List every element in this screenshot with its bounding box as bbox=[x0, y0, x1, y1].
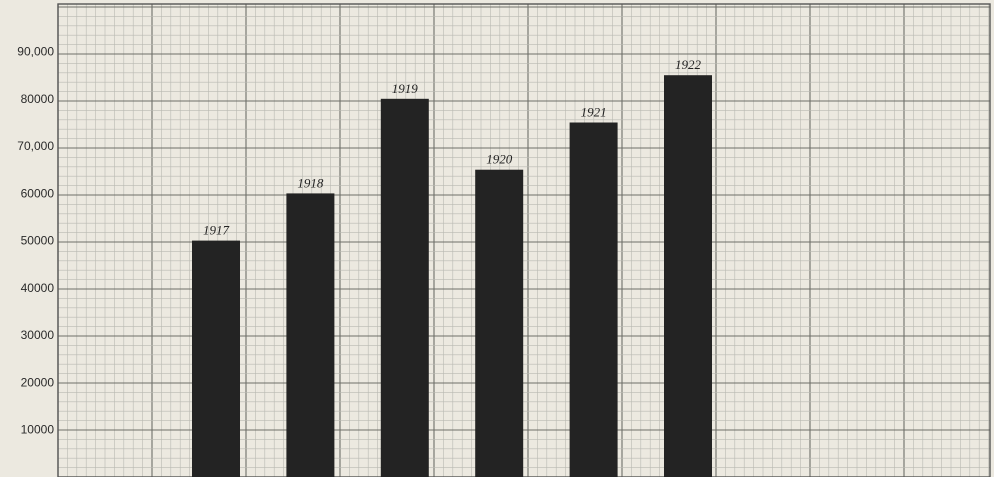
y-tick-label: 50000 bbox=[21, 234, 55, 248]
bar-1918 bbox=[286, 193, 335, 477]
y-tick-label: 10000 bbox=[21, 423, 55, 437]
bar-label-1918: 1918 bbox=[297, 175, 324, 190]
bar-label-1922: 1922 bbox=[675, 57, 702, 72]
bar-label-1917: 1917 bbox=[203, 223, 230, 238]
y-tick-label: 20000 bbox=[21, 376, 55, 390]
bar-1919 bbox=[380, 98, 429, 477]
plot-frame bbox=[57, 3, 991, 477]
y-tick-label: 70,000 bbox=[17, 139, 54, 153]
bar-label-1921: 1921 bbox=[581, 105, 607, 120]
bar-1920 bbox=[475, 169, 524, 477]
bar-1922 bbox=[664, 75, 712, 477]
bars bbox=[192, 75, 712, 477]
bar-1917 bbox=[192, 240, 240, 477]
y-tick-label: 40000 bbox=[21, 281, 55, 295]
y-tick-label: 80000 bbox=[21, 92, 55, 106]
y-tick-label: 30000 bbox=[21, 328, 55, 342]
bar-labels: 1917 1918 1919 1920 1921 1922 bbox=[203, 57, 702, 237]
y-axis: 10000 20000 30000 40000 50000 60000 70,000 8000… bbox=[17, 45, 54, 437]
bar-label-1919: 1919 bbox=[392, 81, 419, 96]
bar-1921 bbox=[569, 122, 618, 477]
bar-label-1920: 1920 bbox=[486, 152, 513, 167]
y-tick-label: 90,000 bbox=[17, 45, 54, 59]
y-tick-label: 60000 bbox=[21, 186, 55, 200]
